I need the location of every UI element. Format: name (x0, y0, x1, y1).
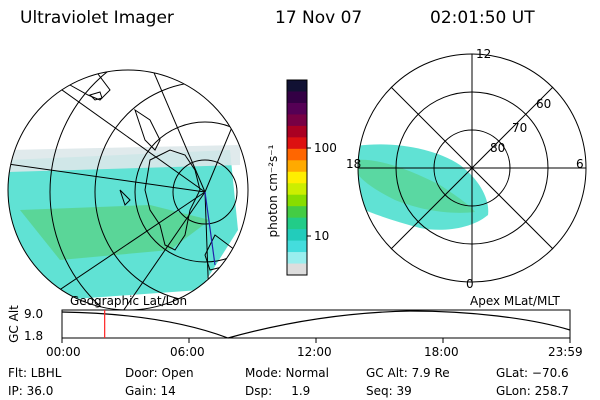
intensity-colorbar (286, 79, 311, 276)
colorbar-segment (287, 206, 307, 219)
ytick-bottom: 1.8 (24, 329, 44, 343)
mlt-label-right: 6 (576, 157, 584, 171)
mlat-label-70: 70 (512, 121, 528, 135)
mlt-label-top: 12 (476, 47, 492, 61)
status-door: Door: Open (125, 366, 194, 380)
colorbar-segment (287, 217, 307, 230)
xtick-1: 06:00 (170, 345, 205, 359)
status-ip: IP: 36.0 (8, 384, 54, 398)
colorbar-segment (287, 102, 307, 115)
status-glat: GLat: −70.6 (496, 366, 569, 380)
geographic-panel-label: Geographic Lat/Lon (70, 294, 188, 308)
apex-panel-label: Apex MLat/MLT (470, 294, 560, 308)
colorbar-segment (287, 114, 307, 127)
colorbar-segment (287, 252, 307, 265)
colorbar-border (286, 79, 308, 276)
colorbar-segment (287, 194, 307, 207)
colorbar-segment (287, 263, 307, 276)
colorbar-segment (287, 137, 307, 150)
mlt-label-bottom: 0 (466, 277, 474, 291)
altitude-timeline (61, 309, 571, 343)
status-filter: Flt: LBHL (8, 366, 62, 380)
xtick-3: 18:00 (424, 345, 459, 359)
xtick-2: 12:00 (297, 345, 332, 359)
aurora-emission-right (358, 144, 489, 230)
colorbar-segment (287, 91, 307, 104)
status-mode: Mode: Normal (245, 366, 329, 380)
mlat-label-80: 80 (490, 141, 506, 155)
altitude-curve (61, 310, 571, 339)
status-gc-alt: GC Alt: 7.9 Re (366, 366, 450, 380)
observation-time: 02:01:50 UT (430, 8, 535, 28)
colorbar-segment (287, 183, 307, 196)
colorbar-tick-100: 100 (314, 141, 337, 155)
colorbar-segment (287, 125, 307, 138)
status-glon: GLon: 258.7 (496, 384, 569, 398)
colorbar-segment (287, 148, 307, 161)
ytick-top: 9.0 (24, 307, 44, 321)
status-gain: Gain: 14 (125, 384, 176, 398)
colorbar-segment (287, 229, 307, 242)
status-seq: Seq: 39 (366, 384, 412, 398)
colorbar-unit-label: photon cm⁻²s⁻¹ (266, 144, 280, 238)
colorbar-segment (287, 160, 307, 173)
geographic-map (7, 69, 249, 311)
observation-date: 17 Nov 07 (275, 8, 363, 28)
mlat-label-60: 60 (536, 97, 552, 111)
colorbar-segment (287, 80, 307, 92)
mlt-label-left: 18 (346, 157, 362, 171)
instrument-title: Ultraviolet Imager (20, 8, 174, 28)
status-dsp: Dsp: 1.9 (245, 384, 311, 398)
xtick-4: 23:59 (548, 345, 583, 359)
colorbar-segment (287, 171, 307, 184)
xtick-0: 00:00 (46, 345, 81, 359)
colorbar-tick-10: 10 (314, 229, 330, 243)
colorbar-segment (287, 240, 307, 253)
timeline-ylabel: GC Alt (7, 305, 21, 343)
polar-plot (357, 53, 587, 283)
